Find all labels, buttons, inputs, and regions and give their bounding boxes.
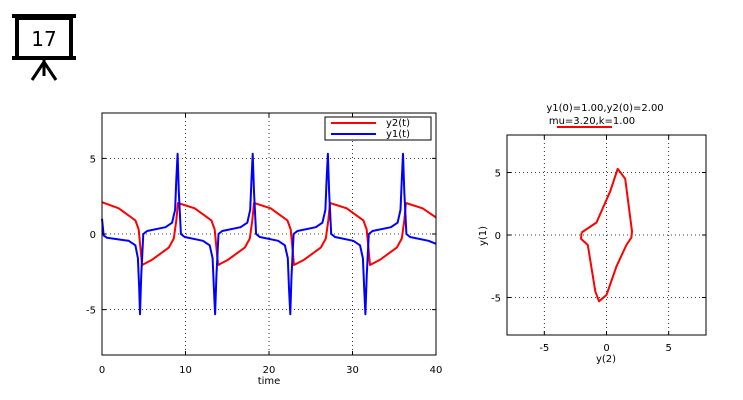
- right-x-tick-label: 5: [666, 343, 672, 354]
- phase-title: y1(0)=1.00,y2(0)=2.00: [546, 103, 663, 114]
- left-x-tick-label: 40: [430, 365, 443, 376]
- right-x-tick-label: -5: [539, 343, 549, 354]
- left-grid: [102, 113, 436, 355]
- left-series-line-y1(t): [101, 152, 437, 316]
- left-y-tick-label: 5: [90, 154, 96, 165]
- left-x-tick-label: 20: [263, 365, 276, 376]
- right-grid: [507, 135, 706, 335]
- right-y-tick-label: -5: [491, 294, 501, 305]
- right-x-axis-label: y(2): [596, 354, 616, 365]
- slide-number: 17: [31, 27, 56, 51]
- legend-label-y1: y1(t): [386, 129, 410, 140]
- left-x-axis-label: time: [258, 376, 281, 387]
- left-ticks: 0 10 20 30 40 -5 0 5: [86, 113, 442, 376]
- legend: y2(t) y1(t): [324, 116, 432, 141]
- right-series-group: [580, 167, 633, 303]
- legend-label-y2: y2(t): [386, 118, 410, 129]
- right-ticks: -5 0 5 -5 0 5: [491, 135, 706, 354]
- left-series-line-y2(t): [101, 201, 437, 266]
- left-y-tick-label: 0: [90, 230, 96, 241]
- right-x-tick-label: 0: [603, 343, 609, 354]
- left-x-tick-label: 30: [346, 365, 359, 376]
- left-y-tick-label: -5: [86, 306, 96, 317]
- right-series-line-trajectory-0: [580, 167, 633, 303]
- phase-subtitle: mu=3.20,k=1.00: [549, 116, 635, 127]
- left-series-group: [101, 152, 437, 316]
- right-y-tick-label: 5: [495, 169, 501, 180]
- right-y-axis-label: y(1): [478, 226, 489, 246]
- left-x-tick-label: 0: [99, 365, 105, 376]
- right-y-tick-label: 0: [495, 231, 501, 242]
- left-x-tick-label: 10: [179, 365, 192, 376]
- presentation-board-icon: 17: [10, 10, 80, 82]
